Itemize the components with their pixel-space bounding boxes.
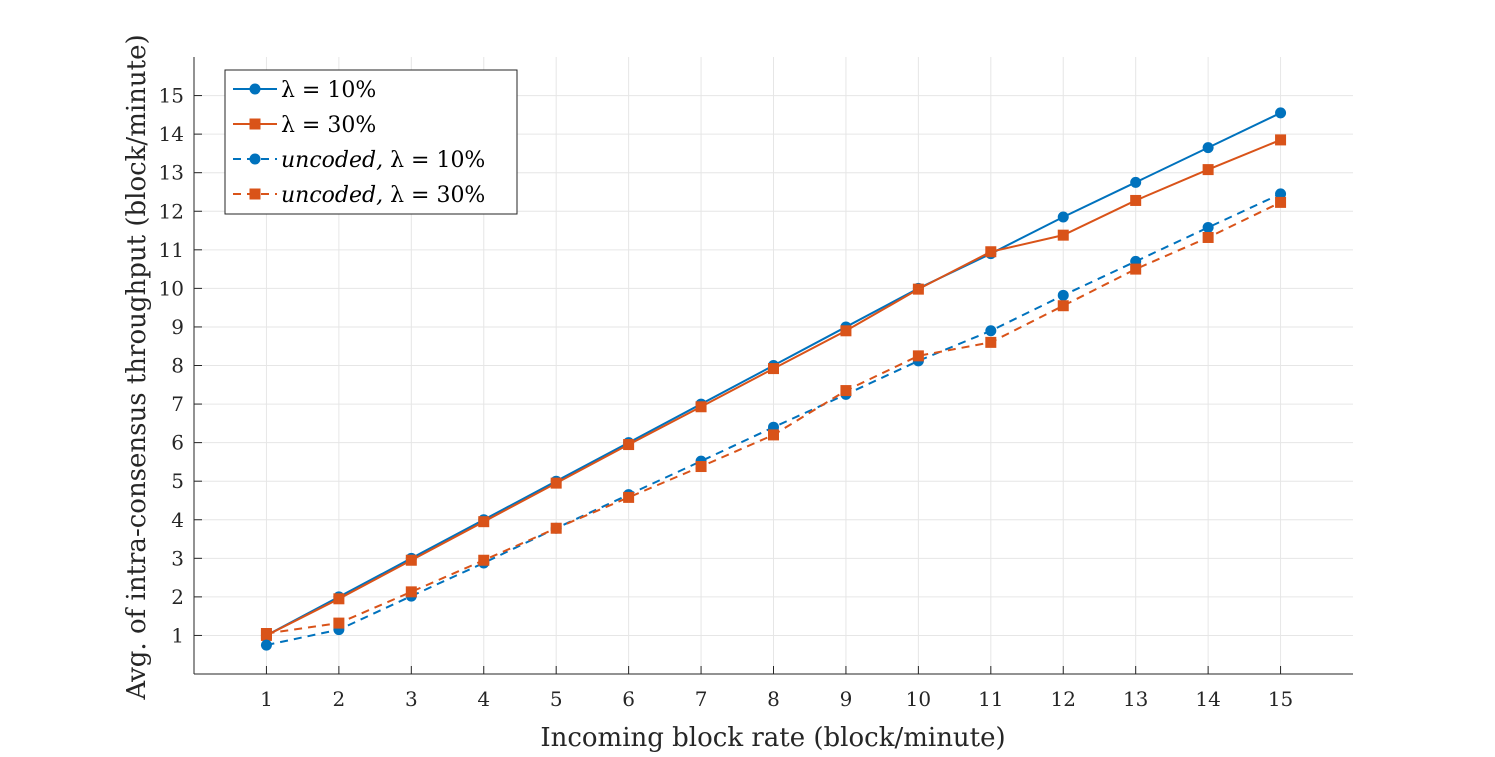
y-tick-label: 3	[171, 546, 184, 570]
series-3	[260, 196, 1287, 640]
x-tick-label: 14	[1195, 687, 1220, 711]
data-point	[695, 401, 707, 413]
data-point	[478, 554, 490, 566]
x-axis-label: Incoming block rate (block/minute)	[540, 723, 1005, 753]
data-point	[1275, 107, 1287, 119]
legend-entry-label: uncoded, λ = 30%	[281, 183, 485, 208]
y-tick-label: 11	[159, 238, 184, 262]
y-tick-label: 9	[171, 315, 184, 339]
y-tick-label: 1	[171, 623, 184, 647]
y-tick-label: 6	[171, 431, 184, 455]
data-point	[1202, 221, 1214, 233]
data-point	[1202, 142, 1214, 154]
x-tick-label: 1	[260, 687, 273, 711]
legend-entry-label: λ = 10%	[281, 78, 376, 103]
x-tick-label: 6	[622, 687, 635, 711]
legend: λ = 10% λ = 30% uncoded, λ = 10% uncoded, λ…	[224, 69, 518, 215]
data-point	[1130, 263, 1142, 275]
data-point	[1202, 231, 1214, 243]
data-point	[912, 283, 924, 295]
data-point	[1275, 188, 1287, 200]
data-point	[985, 336, 997, 348]
data-point	[768, 363, 779, 375]
data-point	[840, 325, 852, 337]
series-layer	[260, 107, 1287, 651]
x-tick-label: 11	[978, 687, 1003, 711]
x-tick-label: 10	[906, 687, 931, 711]
data-point	[985, 325, 997, 337]
legend-swatch-marker	[249, 188, 261, 200]
y-tick-label: 8	[171, 354, 184, 378]
legend-entry-label: λ = 30%	[281, 113, 376, 138]
legend-box	[224, 69, 518, 215]
x-tick-label: 12	[1051, 687, 1076, 711]
y-tick-label: 13	[159, 161, 184, 185]
data-point	[260, 639, 272, 651]
data-point	[1057, 289, 1069, 301]
legend-swatch-marker	[249, 83, 261, 95]
x-tick-label: 9	[840, 687, 853, 711]
y-axis-label: Avg. of intra-consensus throughput (bloc…	[122, 34, 152, 700]
axes: 1 2 3 4 5 6 7 8 9 10 11 12 13 14 151234567891011121314…	[159, 57, 1353, 711]
y-tick-label: 2	[171, 585, 184, 609]
data-point	[1057, 300, 1069, 312]
data-point	[333, 593, 345, 605]
legend-swatch-marker	[249, 118, 261, 130]
data-point	[1202, 164, 1214, 176]
data-point	[550, 522, 562, 534]
data-point	[1275, 196, 1287, 208]
x-tick-label: 5	[550, 687, 563, 711]
y-tick-label: 5	[171, 469, 184, 493]
y-tick-label: 14	[159, 122, 184, 146]
data-point	[1130, 194, 1142, 206]
y-tick-label: 7	[171, 392, 184, 416]
data-point	[1057, 211, 1069, 223]
legend-swatch-marker	[249, 153, 261, 165]
x-tick-label: 13	[1123, 687, 1148, 711]
data-point	[550, 477, 562, 489]
x-tick-label: 8	[767, 687, 780, 711]
data-point	[623, 491, 635, 503]
data-point	[260, 628, 272, 640]
y-tick-label: 10	[159, 276, 184, 300]
y-tick-label: 12	[159, 199, 184, 223]
data-point	[478, 516, 490, 528]
data-point	[1057, 229, 1069, 241]
data-point	[768, 429, 779, 441]
x-tick-label: 3	[405, 687, 418, 711]
data-point	[405, 586, 417, 598]
data-point	[912, 350, 924, 362]
x-tick-label: 15	[1268, 687, 1293, 711]
data-point	[985, 246, 997, 258]
data-point	[840, 385, 852, 397]
data-point	[1130, 176, 1142, 188]
data-point	[333, 617, 345, 629]
legend-entry-label: uncoded, λ = 10%	[281, 148, 485, 173]
x-tick-label: 2	[333, 687, 346, 711]
data-point	[695, 461, 707, 473]
data-point	[623, 439, 635, 451]
y-tick-label: 4	[171, 508, 184, 532]
data-point	[405, 554, 417, 566]
y-tick-label: 15	[159, 84, 184, 108]
x-tick-label: 4	[477, 687, 490, 711]
data-point	[1275, 134, 1287, 146]
x-tick-label: 7	[695, 687, 708, 711]
